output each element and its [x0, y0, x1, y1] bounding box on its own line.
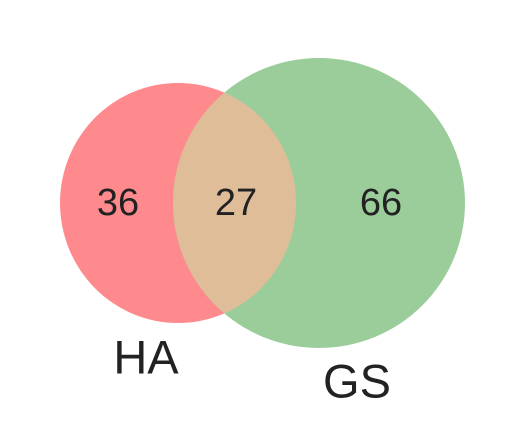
- set-label-ha: HA: [113, 331, 179, 384]
- set-label-gs: GS: [323, 355, 391, 408]
- ha-only-count: 36: [97, 182, 139, 224]
- intersection-count: 27: [215, 182, 257, 224]
- gs-only-count: 66: [360, 182, 402, 224]
